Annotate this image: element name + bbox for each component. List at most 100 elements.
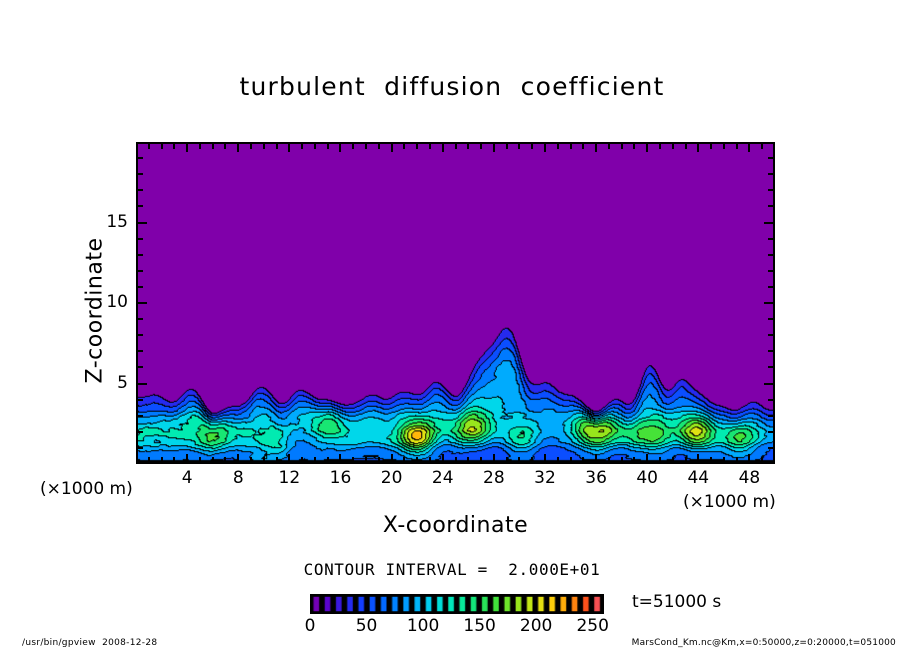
y-tick-right-12: [768, 269, 775, 272]
x-tick-top-42: [671, 142, 674, 149]
x-tick-top-47: [735, 142, 738, 149]
x-tick-top-36: [595, 142, 598, 152]
x-tick-bottom-8: [237, 454, 240, 464]
x-tick-bottom-29: [505, 457, 508, 464]
x-tick-top-40: [646, 142, 649, 152]
x-tick-label-2: 12: [278, 468, 301, 488]
y-tick-right-10: [764, 302, 775, 304]
y-tick-label-0: 5: [117, 372, 128, 393]
x-tick-bottom-42: [671, 457, 674, 464]
x-tick-bottom-25: [454, 457, 457, 464]
x-tick-top-15: [326, 142, 329, 149]
y-tick-right-4: [768, 398, 775, 401]
y-tick-right-5: [764, 382, 775, 385]
x-tick-bottom-39: [633, 457, 636, 464]
x-tick-bottom-5: [198, 457, 201, 464]
x-tick-top-41: [658, 142, 661, 149]
y-tick-right-6: [768, 366, 775, 369]
contour-field-canvas: [138, 144, 773, 462]
y-tick-left-11: [136, 285, 143, 288]
x-tick-label-8: 36: [585, 468, 607, 488]
y-tick-right-7: [768, 350, 775, 353]
y-tick-right-8: [768, 334, 775, 337]
x-tick-bottom-3: [173, 457, 176, 464]
x-tick-bottom-32: [543, 454, 546, 464]
x-tick-bottom-19: [377, 457, 380, 464]
x-tick-top-22: [416, 142, 419, 149]
x-tick-bottom-4: [186, 454, 189, 464]
x-tick-top-46: [722, 142, 725, 149]
y-tick-right-9: [768, 318, 775, 321]
x-tick-bottom-10: [262, 457, 265, 464]
x-tick-top-45: [710, 142, 713, 149]
x-tick-bottom-1: [147, 457, 150, 464]
x-tick-top-8: [237, 142, 240, 152]
x-tick-bottom-27: [480, 457, 483, 464]
x-tick-top-23: [428, 142, 431, 149]
x-tick-top-32: [543, 142, 546, 152]
y-tick-right-14: [768, 237, 775, 240]
x-tick-top-30: [518, 142, 521, 149]
time-label: t=51000 s: [632, 592, 722, 612]
colorbar-tick-label-5: 250: [576, 616, 609, 636]
x-tick-bottom-16: [339, 454, 342, 464]
x-tick-top-39: [633, 142, 636, 149]
x-tick-label-9: 40: [636, 468, 658, 488]
y-tick-left-17: [136, 189, 143, 192]
y-tick-right-1: [768, 446, 775, 449]
x-tick-top-10: [262, 142, 265, 149]
x-tick-bottom-12: [288, 454, 291, 464]
x-tick-top-21: [403, 142, 406, 149]
x-tick-bottom-21: [403, 457, 406, 464]
x-tick-top-7: [224, 142, 227, 149]
x-tick-bottom-13: [301, 457, 304, 464]
x-tick-label-6: 28: [483, 468, 505, 488]
x-tick-top-25: [454, 142, 457, 149]
x-tick-top-19: [377, 142, 380, 149]
x-tick-bottom-9: [250, 457, 253, 464]
x-tick-top-44: [697, 142, 700, 152]
y-tick-left-8: [136, 334, 143, 337]
footer-command-info: /usr/bin/gpview 2008-12-28: [22, 638, 158, 648]
x-tick-bottom-31: [531, 457, 534, 464]
x-tick-bottom-40: [646, 454, 649, 464]
y-tick-label-1: 10: [106, 292, 128, 312]
colorbar-tick-label-1: 50: [355, 616, 378, 636]
x-tick-bottom-24: [441, 454, 444, 464]
x-tick-bottom-41: [658, 457, 661, 464]
x-tick-bottom-26: [467, 457, 470, 464]
x-tick-top-27: [480, 142, 483, 149]
y-tick-right-16: [768, 205, 775, 208]
y-tick-left-9: [136, 318, 143, 321]
plot-area: [136, 142, 775, 464]
y-tick-left-14: [136, 237, 143, 240]
y-tick-left-13: [136, 253, 143, 256]
x-tick-bottom-37: [607, 457, 610, 464]
x-tick-bottom-17: [352, 457, 355, 464]
x-tick-top-33: [556, 142, 559, 149]
y-tick-left-2: [136, 430, 143, 433]
page-title: turbulent diffusion coefficient: [239, 72, 665, 101]
x-tick-bottom-18: [365, 457, 368, 464]
y-tick-left-12: [136, 269, 143, 272]
x-tick-top-34: [569, 142, 572, 149]
x-tick-top-31: [531, 142, 534, 149]
x-tick-top-6: [211, 142, 214, 149]
x-tick-top-17: [352, 142, 355, 149]
y-tick-right-11: [768, 285, 775, 288]
x-tick-bottom-22: [416, 457, 419, 464]
x-tick-label-3: 16: [329, 468, 352, 488]
x-tick-top-35: [582, 142, 585, 149]
y-tick-left-7: [136, 350, 143, 353]
x-tick-bottom-35: [582, 457, 585, 464]
y-tick-right-19: [768, 157, 775, 160]
x-tick-bottom-15: [326, 457, 329, 464]
x-tick-label-0: 4: [181, 468, 193, 488]
x-tick-label-4: 20: [380, 468, 403, 488]
x-tick-label-5: 24: [431, 468, 454, 488]
y-tick-right-3: [768, 414, 775, 417]
x-tick-label-10: 44: [687, 468, 710, 488]
y-tick-left-10: [136, 302, 147, 304]
colorbar-tick-label-2: 100: [406, 616, 440, 636]
